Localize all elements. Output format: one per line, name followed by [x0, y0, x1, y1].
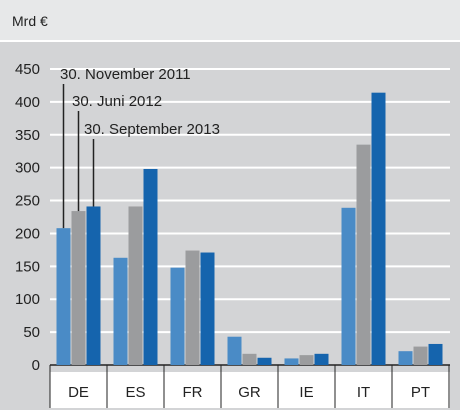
bar: [128, 206, 143, 365]
bar: [143, 168, 158, 365]
category-label: IE: [299, 384, 313, 401]
y-tick-label: 350: [15, 127, 40, 144]
bar: [71, 211, 86, 365]
category-label: IT: [357, 384, 370, 401]
chart-header: Mrd €: [0, 0, 460, 40]
bar: [113, 257, 128, 365]
y-tick-label: 300: [15, 160, 40, 177]
unit-label: Mrd €: [12, 13, 48, 29]
bar: [242, 353, 257, 365]
bar: [398, 351, 413, 365]
y-tick-label: 200: [15, 225, 40, 242]
bar: [341, 207, 356, 365]
y-tick-label: 400: [15, 94, 40, 111]
bar: [200, 252, 215, 365]
y-tick-label: 250: [15, 193, 40, 210]
category-label: PT: [411, 384, 430, 401]
series-annotation: 30. September 2013: [84, 121, 220, 138]
bar: [413, 346, 428, 365]
category-strip: [50, 372, 450, 408]
series-annotation: 30. Juni 2012: [72, 93, 162, 110]
category-label: DE: [68, 384, 89, 401]
bar: [428, 343, 443, 365]
y-tick-label: 50: [23, 324, 40, 341]
bar: [257, 357, 272, 365]
bar: [314, 353, 329, 365]
series-annotation: 30. November 2011: [60, 66, 191, 83]
bar: [56, 228, 71, 365]
y-tick-label: 0: [32, 357, 40, 374]
bar: [86, 206, 101, 365]
y-tick-label: 450: [15, 61, 40, 78]
bar: [185, 250, 200, 365]
category-label: GR: [238, 384, 261, 401]
y-tick-label: 100: [15, 291, 40, 308]
bar: [299, 355, 314, 365]
y-tick-label: 150: [15, 258, 40, 275]
bar: [371, 92, 386, 366]
bar: [170, 267, 185, 365]
bar: [284, 358, 299, 365]
category-label: ES: [125, 384, 145, 401]
bar: [356, 144, 371, 365]
bar: [227, 336, 242, 365]
category-label: FR: [183, 384, 203, 401]
